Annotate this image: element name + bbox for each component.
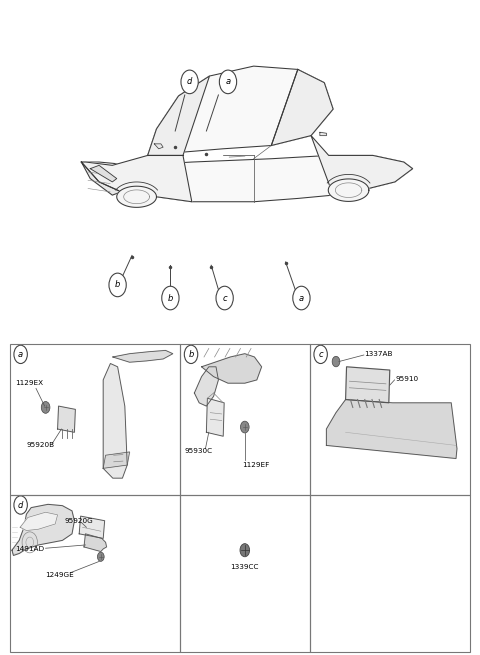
Polygon shape xyxy=(271,69,333,145)
Text: 1129EF: 1129EF xyxy=(242,462,270,468)
Polygon shape xyxy=(12,504,74,555)
Text: b: b xyxy=(168,293,173,303)
Polygon shape xyxy=(206,398,224,436)
Text: b: b xyxy=(115,280,120,290)
Polygon shape xyxy=(202,354,262,383)
Polygon shape xyxy=(58,406,75,432)
Bar xyxy=(310,495,470,652)
Polygon shape xyxy=(82,155,192,202)
Polygon shape xyxy=(79,516,105,538)
Polygon shape xyxy=(90,165,117,182)
Text: a: a xyxy=(226,77,230,86)
Text: 95910: 95910 xyxy=(396,375,419,382)
Polygon shape xyxy=(82,155,413,202)
Text: 95920B: 95920B xyxy=(26,442,55,449)
Text: 1491AD: 1491AD xyxy=(15,546,45,552)
Polygon shape xyxy=(82,162,121,195)
Text: 95930C: 95930C xyxy=(185,447,213,454)
Polygon shape xyxy=(148,76,209,155)
Circle shape xyxy=(314,345,327,364)
Bar xyxy=(310,344,470,495)
Text: 1337AB: 1337AB xyxy=(364,350,392,357)
Text: 95920G: 95920G xyxy=(65,517,94,524)
Circle shape xyxy=(332,356,340,367)
Circle shape xyxy=(14,345,27,364)
Bar xyxy=(10,495,180,652)
Polygon shape xyxy=(20,512,58,531)
Circle shape xyxy=(181,70,198,94)
Bar xyxy=(180,495,310,652)
Circle shape xyxy=(240,544,250,557)
Text: b: b xyxy=(188,350,194,359)
Circle shape xyxy=(97,552,104,561)
Polygon shape xyxy=(346,367,390,403)
Circle shape xyxy=(216,286,233,310)
Polygon shape xyxy=(103,452,130,468)
Polygon shape xyxy=(154,144,163,149)
Circle shape xyxy=(109,273,126,297)
Circle shape xyxy=(14,496,27,514)
Polygon shape xyxy=(311,136,413,195)
Circle shape xyxy=(219,70,237,94)
Bar xyxy=(180,344,310,495)
Text: a: a xyxy=(18,350,23,359)
Text: a: a xyxy=(299,293,304,303)
Text: d: d xyxy=(187,77,192,86)
Circle shape xyxy=(293,286,310,310)
Polygon shape xyxy=(117,186,156,208)
Text: d: d xyxy=(18,500,24,510)
Polygon shape xyxy=(103,364,127,478)
Polygon shape xyxy=(326,400,457,458)
Text: c: c xyxy=(222,293,227,303)
Polygon shape xyxy=(148,66,333,155)
Circle shape xyxy=(184,345,198,364)
Circle shape xyxy=(162,286,179,310)
Polygon shape xyxy=(320,132,326,136)
Bar xyxy=(10,344,180,495)
Text: 1129EX: 1129EX xyxy=(15,380,44,386)
Polygon shape xyxy=(84,534,107,552)
Circle shape xyxy=(41,402,50,413)
Polygon shape xyxy=(194,367,218,406)
Text: 1249GE: 1249GE xyxy=(46,572,74,578)
Text: 1339CC: 1339CC xyxy=(230,563,259,570)
Circle shape xyxy=(240,421,249,433)
Polygon shape xyxy=(328,179,369,201)
Text: c: c xyxy=(318,350,323,359)
Polygon shape xyxy=(113,350,173,362)
